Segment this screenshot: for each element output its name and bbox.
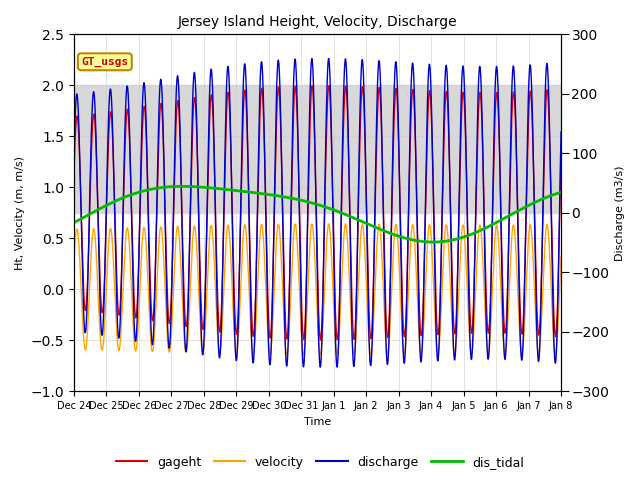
X-axis label: Time: Time: [304, 417, 331, 427]
Title: Jersey Island Height, Velocity, Discharge: Jersey Island Height, Velocity, Discharg…: [178, 15, 457, 29]
Y-axis label: Discharge (m3/s): Discharge (m3/s): [615, 165, 625, 261]
Legend: gageht, velocity, discharge, dis_tidal: gageht, velocity, discharge, dis_tidal: [111, 451, 529, 474]
Y-axis label: Ht, Velocity (m, m/s): Ht, Velocity (m, m/s): [15, 156, 25, 270]
Text: GT_usgs: GT_usgs: [81, 57, 129, 67]
Bar: [74, 85, 561, 213]
